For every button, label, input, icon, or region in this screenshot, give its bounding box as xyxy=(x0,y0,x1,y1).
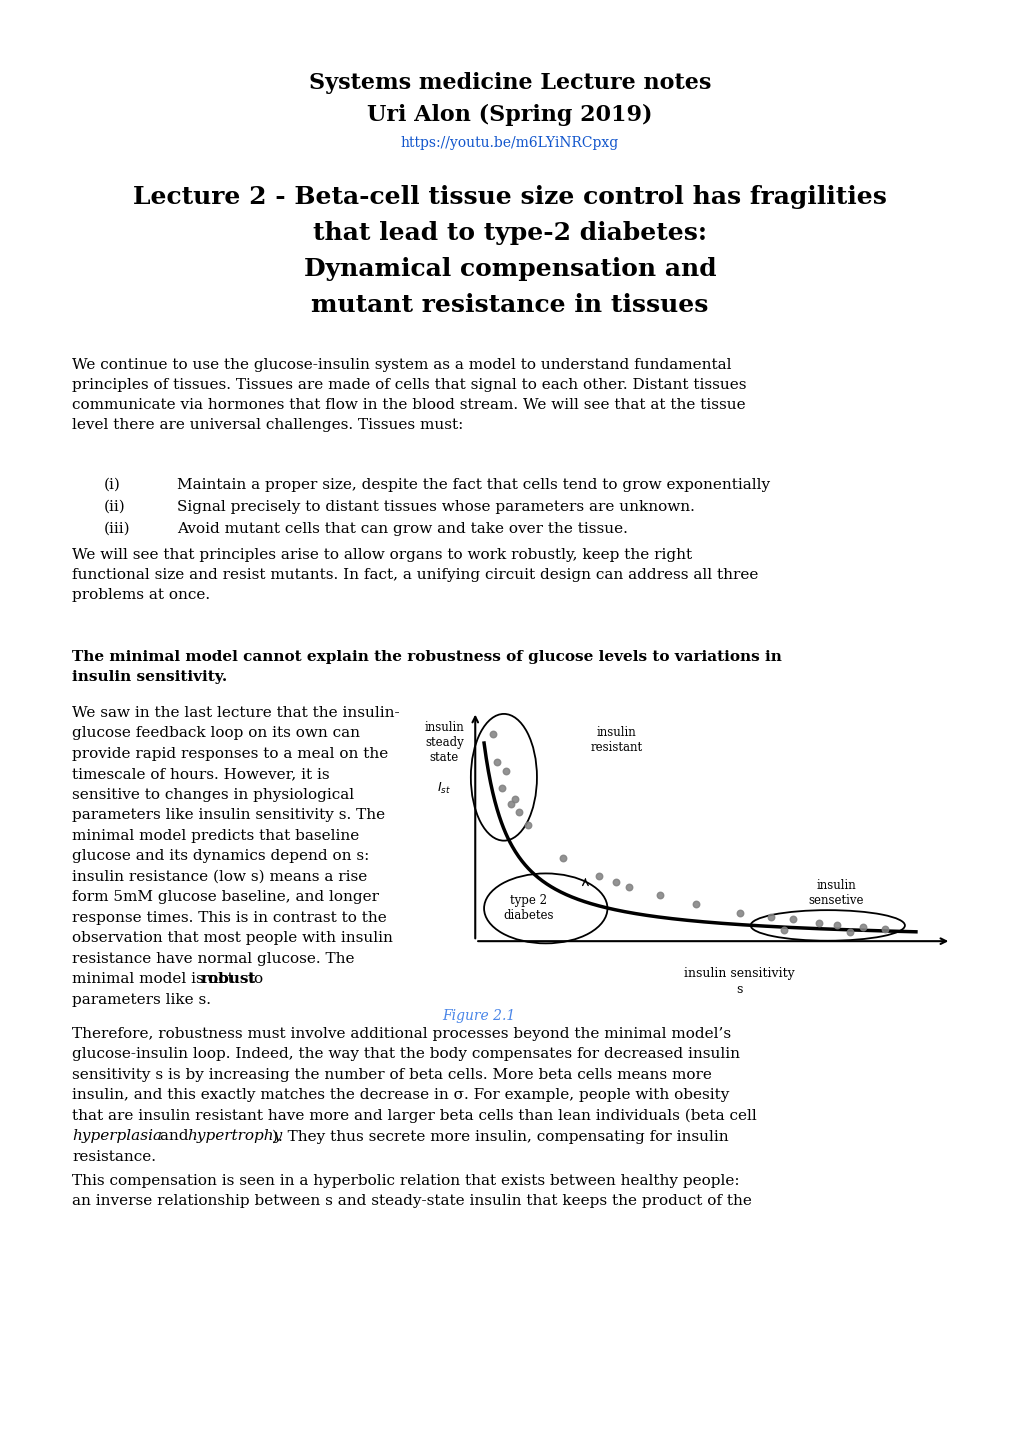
Point xyxy=(590,864,606,887)
Text: glucose feedback loop on its own can: glucose feedback loop on its own can xyxy=(72,726,360,740)
Point xyxy=(621,874,637,898)
Text: Uri Alon (Spring 2019): Uri Alon (Spring 2019) xyxy=(367,104,652,126)
Text: sensitivity s is by increasing the number of beta cells. More beta cells means m: sensitivity s is by increasing the numbe… xyxy=(72,1068,711,1082)
Text: Signal precisely to distant tissues whose parameters are unknown.: Signal precisely to distant tissues whos… xyxy=(177,499,694,514)
Text: https://youtu.be/m6LYiNRCpxg: https://youtu.be/m6LYiNRCpxg xyxy=(400,136,619,150)
Text: insulin resistance (low s) means a rise: insulin resistance (low s) means a rise xyxy=(72,870,367,883)
Point xyxy=(810,911,826,934)
Text: We will see that principles arise to allow organs to work robustly, keep the rig: We will see that principles arise to all… xyxy=(72,548,758,602)
Text: (i): (i) xyxy=(104,478,121,492)
Text: We continue to use the glucose-insulin system as a model to understand fundament: We continue to use the glucose-insulin s… xyxy=(72,358,746,431)
Text: insulin
resistant: insulin resistant xyxy=(590,726,642,755)
Text: glucose-insulin loop. Indeed, the way that the body compensates for decreased in: glucose-insulin loop. Indeed, the way th… xyxy=(72,1048,739,1061)
Text: parameters like s.: parameters like s. xyxy=(72,993,211,1007)
Point xyxy=(501,792,518,815)
Point xyxy=(841,921,857,944)
Text: that lead to type-2 diabetes:: that lead to type-2 diabetes: xyxy=(313,221,706,245)
Text: Dynamical compensation and: Dynamical compensation and xyxy=(304,257,715,281)
Text: hypertrophy: hypertrophy xyxy=(186,1130,282,1143)
Text: Systems medicine Lecture notes: Systems medicine Lecture notes xyxy=(309,72,710,94)
Text: timescale of hours. However, it is: timescale of hours. However, it is xyxy=(72,768,329,781)
Point xyxy=(827,913,844,937)
Text: type 2
diabetes: type 2 diabetes xyxy=(502,895,553,922)
Text: Avoid mutant cells that can grow and take over the tissue.: Avoid mutant cells that can grow and tak… xyxy=(177,522,628,535)
Text: This compensation is seen in a hyperbolic relation that exists between healthy p: This compensation is seen in a hyperboli… xyxy=(72,1175,751,1208)
Point xyxy=(520,814,536,837)
Text: insulin: insulin xyxy=(424,720,464,733)
Text: Figure 2.1: Figure 2.1 xyxy=(441,1009,515,1023)
Text: s: s xyxy=(736,983,742,996)
Point xyxy=(489,750,505,773)
Point xyxy=(493,776,510,799)
Point xyxy=(854,915,870,938)
Text: parameters like insulin sensitivity s. The: parameters like insulin sensitivity s. T… xyxy=(72,808,385,823)
Text: Maintain a proper size, despite the fact that cells tend to grow exponentially: Maintain a proper size, despite the fact… xyxy=(177,478,769,492)
Text: state: state xyxy=(429,752,459,765)
Text: (ii): (ii) xyxy=(104,499,125,514)
Text: glucose and its dynamics depend on s:: glucose and its dynamics depend on s: xyxy=(72,850,369,863)
Text: $I_{st}$: $I_{st}$ xyxy=(437,781,451,795)
Text: minimal model is not: minimal model is not xyxy=(72,973,238,987)
Point xyxy=(554,847,571,870)
Point xyxy=(687,892,703,915)
Text: and: and xyxy=(155,1130,194,1143)
Point xyxy=(761,906,777,929)
Text: robust: robust xyxy=(200,973,256,987)
Point xyxy=(607,870,624,893)
Text: to: to xyxy=(244,973,263,987)
Point xyxy=(484,722,500,745)
Text: form 5mM glucose baseline, and longer: form 5mM glucose baseline, and longer xyxy=(72,890,379,905)
Text: resistance have normal glucose. The: resistance have normal glucose. The xyxy=(72,952,355,965)
Text: (iii): (iii) xyxy=(104,522,130,535)
Text: minimal model predicts that baseline: minimal model predicts that baseline xyxy=(72,828,359,843)
Text: that are insulin resistant have more and larger beta cells than lean individuals: that are insulin resistant have more and… xyxy=(72,1108,756,1123)
Text: hyperplasia: hyperplasia xyxy=(72,1130,162,1143)
Text: sensitive to changes in physiological: sensitive to changes in physiological xyxy=(72,788,354,802)
Text: insulin sensitivity: insulin sensitivity xyxy=(684,967,794,980)
Point xyxy=(651,883,667,906)
Text: Lecture 2 - Beta-cell tissue size control has fragilities: Lecture 2 - Beta-cell tissue size contro… xyxy=(132,185,887,209)
Text: insulin, and this exactly matches the decrease in σ. For example, people with ob: insulin, and this exactly matches the de… xyxy=(72,1088,729,1102)
Text: We saw in the last lecture that the insulin-: We saw in the last lecture that the insu… xyxy=(72,706,399,720)
Point xyxy=(511,801,527,824)
Text: Therefore, robustness must involve additional processes beyond the minimal model: Therefore, robustness must involve addit… xyxy=(72,1027,731,1040)
Text: provide rapid responses to a meal on the: provide rapid responses to a meal on the xyxy=(72,747,388,760)
Text: ). They thus secrete more insulin, compensating for insulin: ). They thus secrete more insulin, compe… xyxy=(272,1130,728,1144)
Text: mutant resistance in tissues: mutant resistance in tissues xyxy=(311,293,708,317)
Point xyxy=(784,908,800,931)
Text: The minimal model cannot explain the robustness of glucose levels to variations : The minimal model cannot explain the rob… xyxy=(72,649,782,684)
Point xyxy=(876,918,893,941)
Text: insulin
sensetive: insulin sensetive xyxy=(808,879,863,908)
Point xyxy=(774,919,791,942)
Text: resistance.: resistance. xyxy=(72,1150,156,1165)
Point xyxy=(497,759,514,782)
Point xyxy=(731,902,747,925)
Text: steady: steady xyxy=(425,736,464,749)
Text: response times. This is in contrast to the: response times. This is in contrast to t… xyxy=(72,911,386,925)
Text: observation that most people with insulin: observation that most people with insuli… xyxy=(72,931,392,945)
Point xyxy=(506,788,523,811)
